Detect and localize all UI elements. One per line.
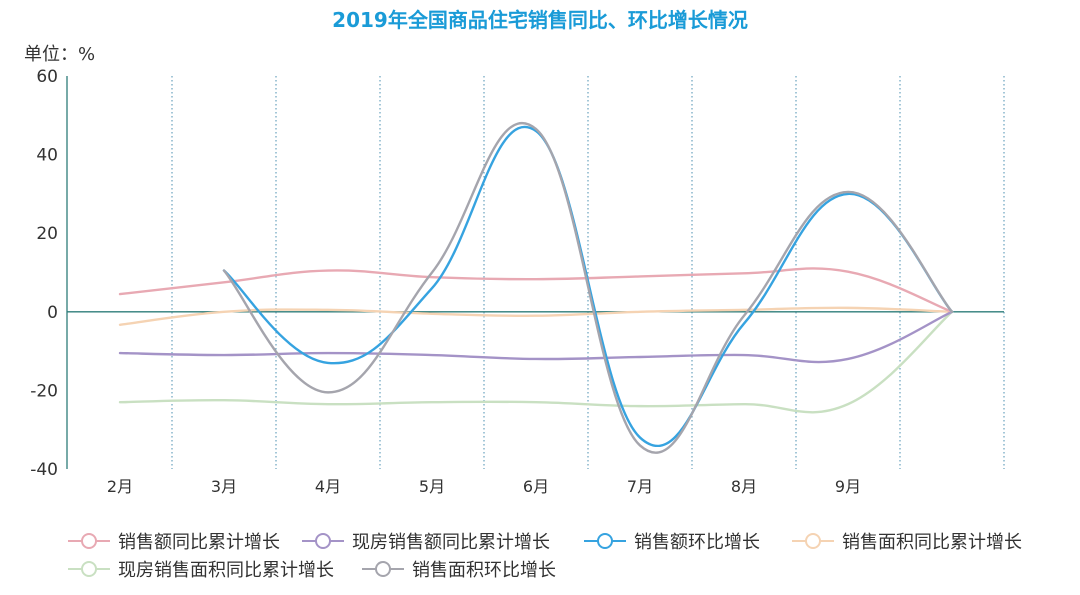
x-tick-label: 5月 — [419, 477, 445, 496]
legend-label: 销售额环比增长 — [634, 532, 760, 553]
legend-item[interactable]: 销售面积同比累计增长 — [790, 528, 1022, 554]
y-tick-label: -20 — [30, 381, 58, 401]
series-line — [118, 267, 954, 313]
x-tick-label: 9月 — [835, 477, 861, 496]
x-tick-label: 2月 — [107, 477, 133, 496]
x-tick-label: 8月 — [731, 477, 757, 496]
legend-marker-icon — [792, 533, 834, 549]
y-tick-label: 40 — [36, 146, 58, 166]
legend-marker-icon — [584, 533, 626, 549]
legend-marker-icon — [68, 561, 110, 577]
legend-label: 销售面积环比增长 — [412, 560, 556, 581]
series-line — [118, 306, 954, 326]
legend-item[interactable]: 现房销售面积同比累计增长 — [66, 556, 334, 582]
series-line — [222, 121, 954, 454]
legend-item[interactable]: 现房销售额同比累计增长 — [300, 528, 550, 554]
legend-item[interactable]: 销售面积环比增长 — [360, 556, 556, 582]
axes — [66, 76, 1004, 469]
tick-labels: 60 40 20 0 -20 -40 2月 3月 4月 5月 6月 7月 8月 9月 — [30, 67, 861, 496]
legend-item[interactable]: 销售额环比增长 — [582, 528, 760, 554]
x-tick-label: 4月 — [315, 477, 341, 496]
series-lines — [118, 121, 954, 454]
x-tick-label: 6月 — [523, 477, 549, 496]
legend-marker-icon — [362, 561, 404, 577]
series-line — [118, 310, 954, 364]
y-tick-label: 0 — [47, 303, 58, 323]
legend-label: 现房销售额同比累计增长 — [352, 532, 550, 553]
y-tick-label: 20 — [36, 224, 58, 244]
x-tick-label: 7月 — [627, 477, 653, 496]
legend-item[interactable]: 销售额同比累计增长 — [66, 528, 280, 554]
legend-label: 现房销售面积同比累计增长 — [118, 560, 334, 581]
legend-marker-icon — [302, 533, 344, 549]
series-line — [118, 310, 954, 414]
series-line — [222, 126, 954, 447]
y-tick-label: -40 — [30, 460, 58, 480]
unit-label: 单位：% — [24, 44, 96, 65]
legend-marker-icon — [68, 533, 110, 549]
legend-label: 销售额同比累计增长 — [118, 532, 280, 553]
legend-label: 销售面积同比累计增长 — [842, 532, 1022, 553]
y-tick-label: 60 — [36, 67, 58, 87]
x-tick-label: 3月 — [211, 477, 237, 496]
chart-title: 2019年全国商品住宅销售同比、环比增长情况 — [332, 8, 748, 32]
